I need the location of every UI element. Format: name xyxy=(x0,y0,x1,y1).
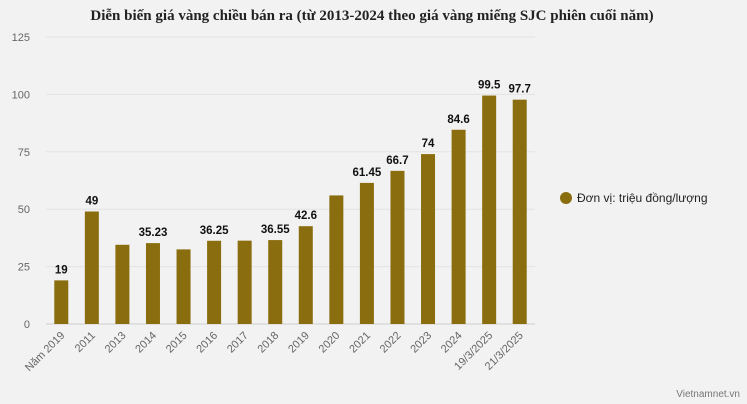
bar[interactable] xyxy=(115,244,130,324)
bar[interactable] xyxy=(298,226,313,324)
legend[interactable]: Đơn vị: triệu đồng/lượng xyxy=(560,191,708,205)
bar[interactable] xyxy=(268,240,283,324)
x-tick-label: 2020 xyxy=(317,330,343,356)
bar[interactable] xyxy=(237,240,252,324)
bar[interactable] xyxy=(145,243,160,324)
x-tick-label: 2011 xyxy=(73,330,98,355)
y-tick-label: 0 xyxy=(24,319,30,331)
y-tick-label: 75 xyxy=(18,147,30,159)
x-axis-ticks: Năm 2019 2011 2013 2014 2015 2016 2017 2018 2019… xyxy=(23,330,526,374)
bar[interactable] xyxy=(176,249,191,324)
legend-marker xyxy=(560,192,572,204)
data-label: 36.25 xyxy=(200,225,229,237)
y-tick-label: 25 xyxy=(18,262,30,274)
bar[interactable] xyxy=(451,129,466,324)
y-tick-label: 100 xyxy=(12,89,30,101)
legend-label: Đơn vị: triệu đồng/lượng xyxy=(577,191,708,205)
bar[interactable] xyxy=(512,99,527,324)
x-tick-label: 2022 xyxy=(378,330,404,356)
y-tick-label: 50 xyxy=(18,204,30,216)
data-labels: 19 49 35.23 36.25 36.55 42.6 61.45 66.7 74 84.6 99… xyxy=(55,80,531,277)
data-label: 61.45 xyxy=(353,167,382,179)
bar[interactable] xyxy=(359,182,374,324)
x-tick-label: 2019 xyxy=(286,330,312,356)
bar[interactable] xyxy=(329,195,344,324)
y-axis-ticks: 0 25 50 75 100 125 xyxy=(12,32,30,331)
data-label: 74 xyxy=(422,138,435,150)
bar[interactable] xyxy=(390,170,405,324)
data-label: 66.7 xyxy=(386,155,408,167)
x-tick-label: Năm 2019 xyxy=(23,330,67,374)
bar[interactable] xyxy=(421,154,436,324)
x-tick-label: 2016 xyxy=(194,330,220,356)
data-label: 35.23 xyxy=(139,227,168,239)
data-label: 36.55 xyxy=(261,224,290,236)
x-tick-label: 2023 xyxy=(408,330,434,356)
data-label: 84.6 xyxy=(447,114,469,126)
bar[interactable] xyxy=(84,211,99,324)
x-tick-label: 2014 xyxy=(133,330,159,356)
data-label: 97.7 xyxy=(509,84,531,96)
x-tick-label: 2017 xyxy=(225,330,251,356)
bar[interactable] xyxy=(482,95,497,324)
x-tick-label: 2021 xyxy=(347,330,373,356)
data-label: 99.5 xyxy=(478,80,501,92)
x-tick-label: 2013 xyxy=(103,330,129,356)
bar[interactable] xyxy=(54,280,69,324)
data-label: 19 xyxy=(55,264,68,276)
bars xyxy=(54,95,527,324)
watermark: Vietnamnet.vn xyxy=(676,389,740,400)
x-tick-label: 2018 xyxy=(256,330,282,356)
chart-title: Diễn biến giá vàng chiều bán ra (từ 2013… xyxy=(90,8,653,24)
x-tick-label: 2024 xyxy=(439,330,465,356)
y-tick-label: 125 xyxy=(12,32,30,44)
x-tick-label: 2015 xyxy=(164,330,190,356)
data-label: 42.6 xyxy=(295,210,317,222)
bar[interactable] xyxy=(207,240,222,324)
data-label: 49 xyxy=(85,195,98,207)
